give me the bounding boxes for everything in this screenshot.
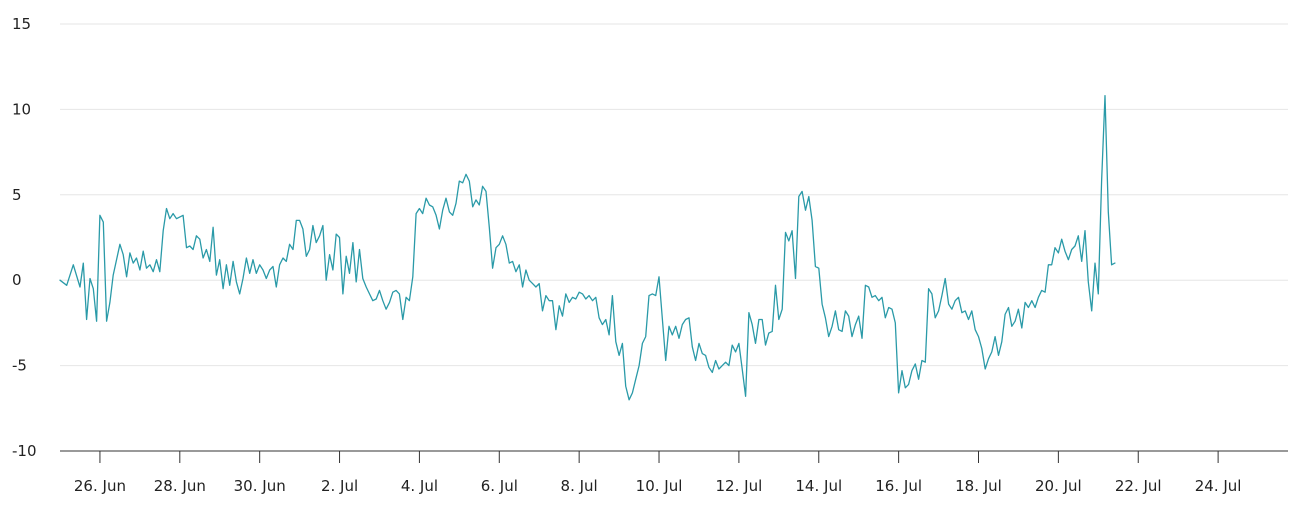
y-tick-label: 15 — [12, 15, 31, 33]
x-tick-label: 6. Jul — [481, 477, 518, 495]
x-tick-label: 28. Jun — [154, 477, 206, 495]
x-tick-label: 18. Jul — [955, 477, 1002, 495]
x-tick-label: 30. Jun — [234, 477, 286, 495]
x-tick-label: 10. Jul — [636, 477, 683, 495]
series-line — [59, 95, 1116, 401]
x-tick-label: 14. Jul — [795, 477, 842, 495]
x-tick-label: 2. Jul — [321, 477, 358, 495]
x-axis: 26. Jun 28. Jun 30. Jun 2. Jul 4. Jul 6. Jul 8… — [60, 450, 1288, 495]
x-tick-label: 16. Jul — [875, 477, 922, 495]
y-tick-label: 5 — [12, 186, 22, 204]
x-tick-label: 26. Jun — [74, 477, 126, 495]
x-tick-label: 24. Jul — [1195, 477, 1242, 495]
y-tick-label: 10 — [12, 100, 31, 118]
y-axis: 15 10 5 0 -5 -10 — [12, 15, 37, 460]
x-tick-label: 12. Jul — [716, 477, 763, 495]
y-tick-label: 0 — [12, 271, 22, 289]
x-tick-label: 22. Jul — [1115, 477, 1162, 495]
y-tick-label: -5 — [12, 357, 27, 375]
series-layer — [59, 95, 1116, 401]
x-tick-label: 20. Jul — [1035, 477, 1082, 495]
x-tick-label: 8. Jul — [561, 477, 598, 495]
y-gridlines — [60, 23, 1288, 367]
y-tick-label: -10 — [12, 442, 37, 460]
x-tick-label: 4. Jul — [401, 477, 438, 495]
